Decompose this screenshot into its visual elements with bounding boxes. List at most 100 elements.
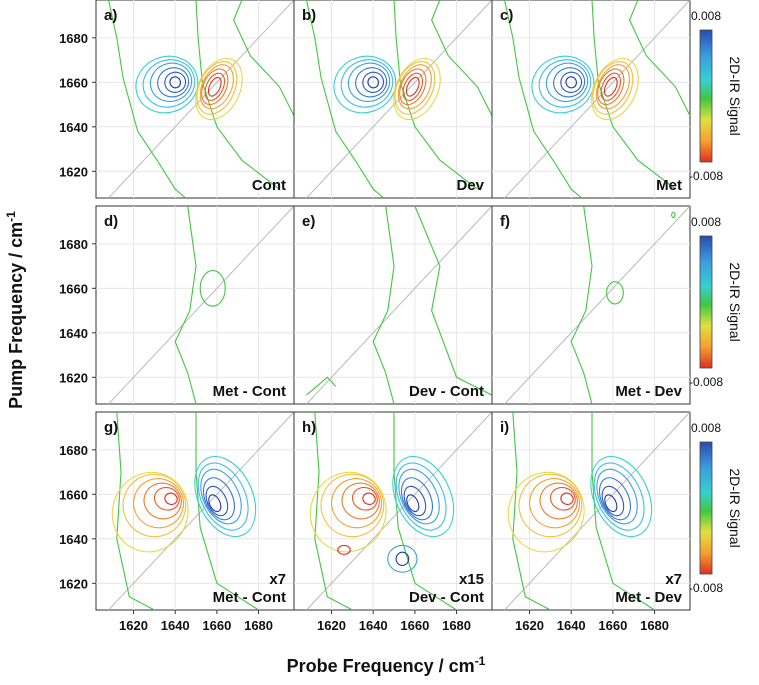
positive-contour	[111, 471, 189, 553]
zero-contour-right	[430, 0, 493, 116]
zero-contour-right	[414, 205, 493, 396]
panel-tag: Met - Cont	[213, 589, 286, 606]
diagonal-line	[108, 411, 295, 611]
positive-contour	[341, 482, 380, 520]
diagonal-line	[306, 411, 493, 611]
positive-contour	[204, 72, 226, 101]
zero-contour-left	[503, 0, 582, 199]
negative-contour	[590, 456, 653, 538]
negative-contour	[403, 485, 427, 517]
negative-contour	[406, 494, 420, 513]
panel-scale: x7	[665, 571, 682, 588]
x-tick-label: 1640	[161, 618, 190, 633]
colorbar: 0.008 -0.008 2D-IR Signal	[689, 215, 743, 389]
positive-contour	[133, 478, 185, 529]
panel-tag: Dev - Cont	[409, 383, 484, 400]
x-tick-label: 1640	[359, 618, 388, 633]
panel-tag: Dev - Cont	[409, 589, 484, 606]
negative-contour	[194, 456, 257, 538]
negative-contour	[200, 468, 242, 525]
positive-contour	[320, 473, 385, 538]
y-tick-label: 1620	[59, 370, 88, 385]
negative-contour	[149, 62, 193, 103]
negative-contour	[398, 468, 440, 525]
negative-contour	[205, 485, 229, 517]
positive-contour	[362, 492, 376, 505]
x-tick-label: 1620	[317, 618, 346, 633]
negative-contour	[157, 67, 190, 98]
panel-frame	[95, 411, 295, 611]
positive-contour	[199, 64, 234, 110]
positive-contour	[539, 482, 578, 520]
positive-contour	[595, 64, 630, 110]
positive-contour	[143, 482, 182, 520]
diagonal-line	[504, 411, 691, 611]
panel-letter: h)	[302, 419, 316, 436]
x-tick-label: 1640	[557, 618, 586, 633]
positive-contour	[549, 486, 576, 511]
panel-e: e) Dev - Cont	[293, 205, 493, 405]
contours	[174, 205, 226, 405]
y-tick-label: 1680	[59, 237, 88, 252]
contours	[507, 411, 655, 611]
panel-frame	[293, 205, 493, 405]
diagonal-line	[306, 205, 493, 405]
small-contour	[199, 269, 226, 307]
panel-scale: x15	[459, 571, 484, 588]
negative-contour	[545, 62, 589, 103]
positive-contour	[402, 72, 424, 101]
zero-contour-left	[512, 411, 551, 611]
panel-letter: d)	[104, 213, 118, 230]
zero-contour-center	[195, 412, 259, 611]
panel-letter: f)	[500, 213, 510, 230]
negative-contour	[362, 71, 385, 93]
negative-contour	[395, 462, 447, 531]
negative-contour	[531, 55, 595, 114]
negative-contour	[593, 462, 645, 531]
positive-contour	[394, 61, 436, 115]
negative-contour	[164, 71, 187, 93]
colorbar-title: 2D-IR Signal	[727, 262, 743, 341]
colorbars: 0.008 -0.008 2D-IR Signal 0.008 -0.008 2D-IR …	[689, 9, 743, 595]
negative-contour	[565, 76, 578, 89]
x-tick-label: 1680	[244, 618, 273, 633]
panel-tag: Met - Dev	[615, 589, 682, 606]
negative-contour	[604, 494, 618, 513]
colorbar-max-label: 0.008	[691, 215, 721, 229]
zero-contour-left	[107, 0, 186, 199]
x-tick-label: 1620	[119, 618, 148, 633]
positive-contour	[201, 68, 229, 106]
positive-contour	[207, 76, 222, 97]
y-tick-label: 1640	[59, 120, 88, 135]
negative-contour	[347, 62, 391, 103]
x-tick-label: 1660	[202, 618, 231, 633]
zero-contour-left	[116, 411, 155, 611]
negative-contour	[202, 477, 235, 521]
negative-contour	[598, 477, 631, 521]
y-tick-label: 1620	[59, 576, 88, 591]
panel-letter: i)	[500, 419, 509, 436]
zero-contour-center	[393, 412, 457, 611]
positive-contour	[164, 492, 178, 505]
colorbar-gradient	[699, 441, 713, 575]
negative-contour	[197, 462, 249, 531]
negative-contour	[387, 544, 418, 573]
colorbar-gradient	[699, 29, 713, 163]
panel-c: c) Met	[491, 0, 691, 199]
positive-contour	[195, 57, 243, 121]
x-tick-label: 1680	[640, 618, 669, 633]
positive-contour	[518, 473, 583, 538]
x-tick-labels: 1620 1640 1660 1680 1620 1640 1660 1680 1620 1640…	[119, 610, 669, 633]
negative-contour	[208, 494, 222, 513]
y-axis-title: Pump Frequency / cm-1	[4, 211, 26, 409]
panel-b: b) Dev	[293, 0, 493, 199]
panel-tag: Cont	[252, 177, 286, 194]
y-tick-label: 1640	[59, 532, 88, 547]
zero-contour-center	[591, 412, 655, 611]
contours	[306, 205, 493, 405]
negative-contour	[367, 76, 380, 89]
positive-contour	[560, 492, 574, 505]
colorbar-max-label: 0.008	[691, 9, 721, 23]
negative-contour	[333, 55, 397, 114]
